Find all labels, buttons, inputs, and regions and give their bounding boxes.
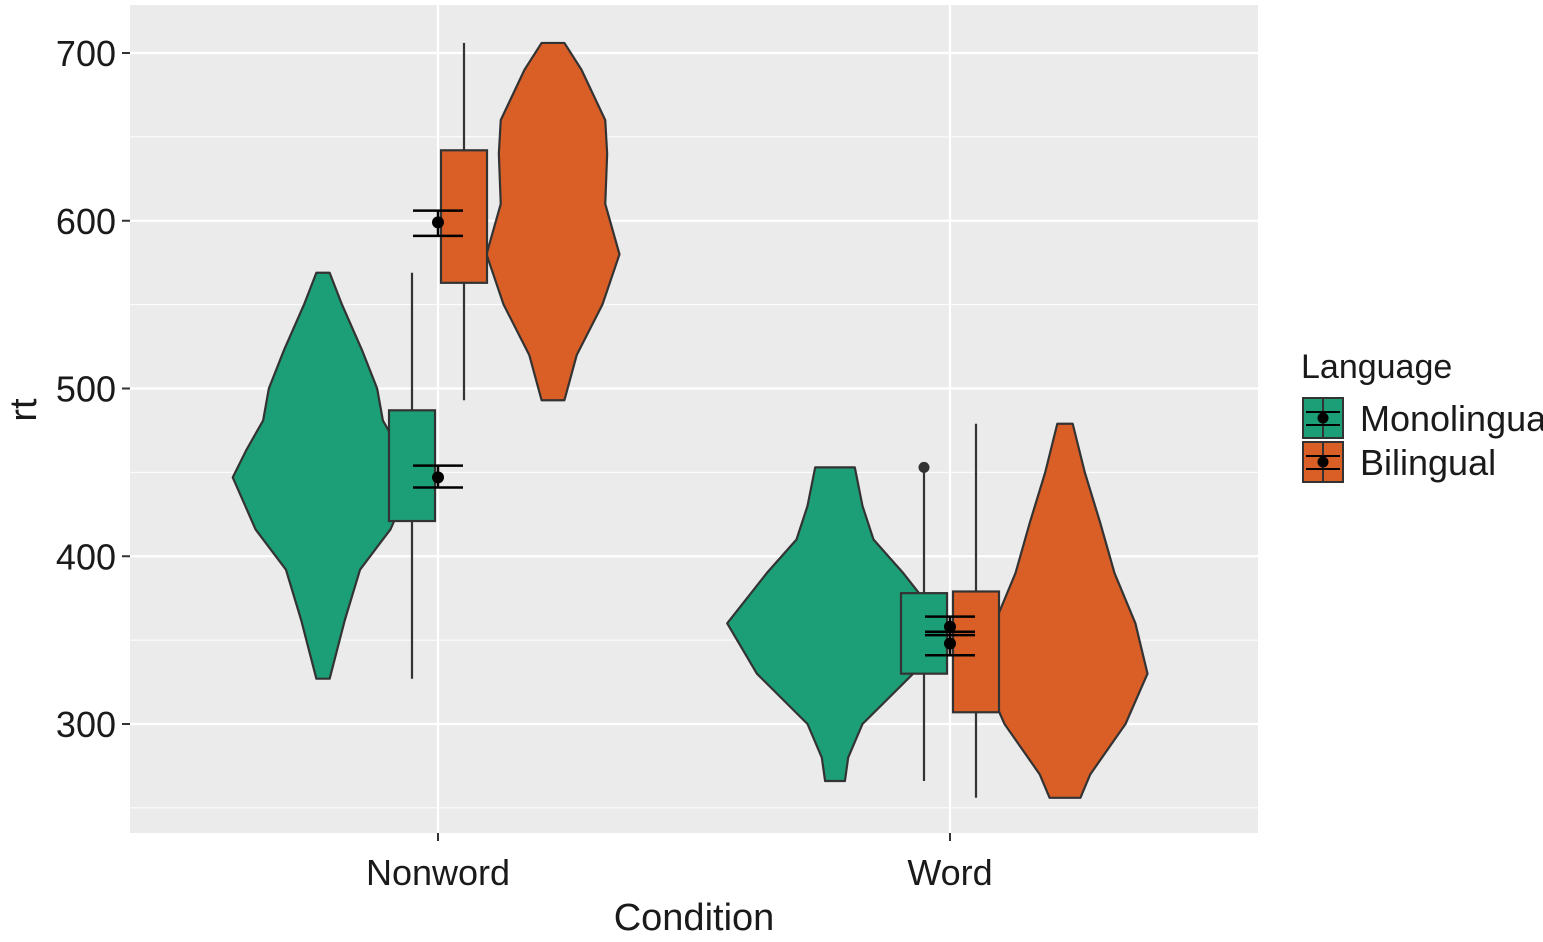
chart-marks [231, 41, 1149, 799]
y-tick-label: 400 [56, 536, 116, 577]
mean-point-bilingual-word [944, 620, 956, 633]
y-tick-label: 300 [56, 704, 116, 745]
y-tick-label: 600 [56, 201, 116, 242]
legend: Language Monolingual Bilingual [1301, 348, 1543, 483]
y-tick-label: 500 [56, 369, 116, 410]
mean-point-monolingual-nonword [432, 471, 444, 484]
x-axis-title: Condition [614, 897, 775, 937]
mean-point-monolingual-word [944, 637, 956, 650]
axes: 300 400 500 600 700 Nonword Word [56, 33, 993, 893]
y-tick-label: 700 [56, 33, 116, 74]
box-bilingual-word [951, 590, 1001, 714]
legend-label-bilingual: Bilingual [1360, 442, 1496, 483]
legend-label-monolingual: Monolingual [1360, 398, 1543, 439]
box-monolingual-word [899, 592, 949, 675]
mean-point-bilingual-nonword [432, 216, 444, 229]
violin-bilingual-word [981, 422, 1149, 799]
outlier-point [918, 461, 930, 473]
y-axis-title: rt [3, 398, 45, 422]
violin-bilingual-nonword [485, 41, 621, 402]
legend-title: Language [1301, 348, 1452, 386]
x-tick-label: Nonword [366, 852, 510, 893]
legend-key-point [1317, 412, 1329, 424]
x-tick-label: Word [907, 852, 992, 893]
box-bilingual-nonword [439, 149, 489, 284]
legend-key-point [1317, 456, 1329, 468]
